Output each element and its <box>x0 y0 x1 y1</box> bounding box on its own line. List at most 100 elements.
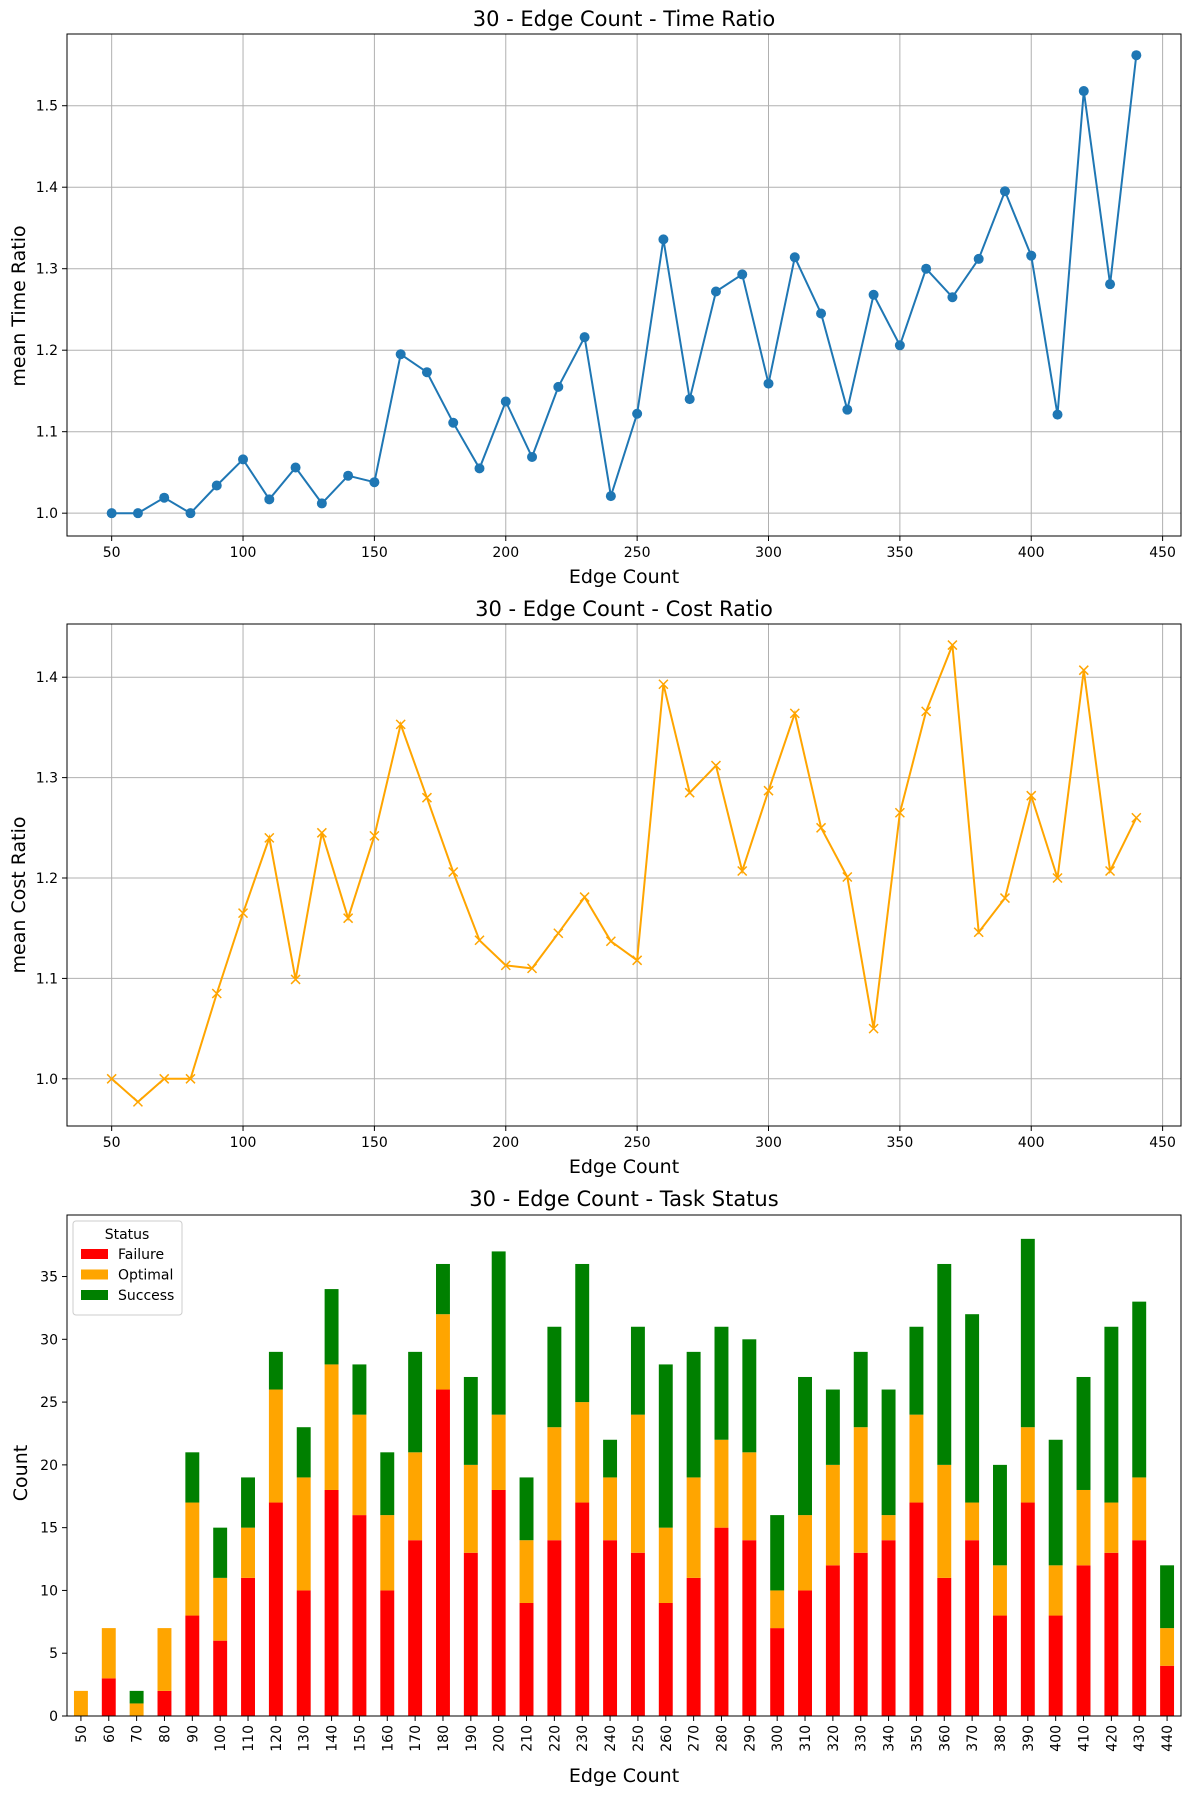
bar-segment-success <box>714 1326 729 1440</box>
data-point <box>185 1073 196 1084</box>
bar-segment-failure <box>742 1540 757 1716</box>
data-point <box>816 822 827 833</box>
x-tick-label: 340 <box>882 1725 898 1752</box>
data-point <box>343 470 354 481</box>
bar-segment-failure <box>101 1678 116 1716</box>
data-point <box>264 494 275 505</box>
bar-segment-optimal <box>575 1402 590 1503</box>
data-point <box>395 349 406 360</box>
bar-segment-success <box>408 1351 423 1453</box>
bar-segment-optimal <box>519 1540 534 1603</box>
x-tick-label: 130 <box>297 1725 313 1752</box>
x-tick-label: 140 <box>325 1725 341 1752</box>
bar-segment-success <box>630 1326 645 1415</box>
bar-segment-failure <box>965 1540 980 1716</box>
x-tick-label: 250 <box>624 1135 651 1151</box>
data-point <box>947 640 958 651</box>
plot-frame <box>66 1214 1182 1717</box>
data-point <box>999 893 1011 904</box>
data-point <box>710 286 721 297</box>
plot-frame <box>66 33 1182 537</box>
bar-segment-optimal <box>742 1452 757 1541</box>
bar-segment-failure <box>213 1640 228 1716</box>
bar-segment-optimal <box>241 1527 255 1578</box>
bar-segment-optimal <box>213 1577 228 1641</box>
bar-segment-optimal <box>658 1527 673 1603</box>
data-point <box>343 913 354 924</box>
x-tick-label: 190 <box>464 1725 480 1752</box>
legend-label: Optimal <box>118 1268 173 1284</box>
chart-title: 30 - Edge Count - Time Ratio <box>473 7 775 31</box>
bar-segment-failure <box>491 1489 506 1716</box>
cost-ratio-chart: 30 - Edge Count - Cost Ratio Edge Count … <box>8 597 1182 1178</box>
data-point <box>947 292 958 303</box>
x-tick-label: 60 <box>102 1725 118 1743</box>
data-point <box>1131 50 1142 61</box>
data-point <box>789 252 800 263</box>
x-tick-label: 300 <box>755 545 782 561</box>
bar-segment-success <box>937 1263 952 1465</box>
x-tick-label: 430 <box>1132 1725 1148 1752</box>
bar-segment-success <box>1048 1439 1063 1566</box>
data-point <box>579 332 590 343</box>
bar-segment-failure <box>658 1602 673 1716</box>
y-tick-label: 1.2 <box>36 343 58 359</box>
bar-segment-optimal <box>296 1477 311 1591</box>
x-axis-label: Edge Count <box>569 1765 679 1787</box>
bar-segment-optimal <box>686 1477 701 1578</box>
bar-segment-success <box>213 1527 228 1578</box>
bar-segment-optimal <box>268 1389 283 1503</box>
data-point <box>632 955 643 966</box>
data-point <box>185 508 196 519</box>
bar-segment-failure <box>770 1628 785 1716</box>
data-point <box>921 263 932 274</box>
x-tick-label: 70 <box>130 1725 146 1743</box>
bar-segment-optimal <box>1076 1489 1091 1566</box>
bar-segment-optimal <box>1020 1427 1035 1503</box>
bar-segment-optimal <box>101 1628 116 1679</box>
y-axis-label: Count <box>10 1445 32 1501</box>
data-point <box>1052 872 1063 884</box>
x-tick-label: 210 <box>520 1725 536 1752</box>
y-tick-label: 1.1 <box>36 425 58 441</box>
data-point <box>132 508 143 519</box>
data-point <box>579 892 590 903</box>
bar-segment-optimal <box>909 1414 924 1503</box>
x-tick-label: 120 <box>269 1725 285 1752</box>
bar-segment-failure <box>881 1540 896 1716</box>
bar-segment-success <box>993 1464 1007 1566</box>
task-status-chart: 30 - Edge Count - Task Status Edge Count… <box>10 1187 1182 1787</box>
bar-segment-failure <box>909 1502 924 1716</box>
bar-segment-optimal <box>798 1515 812 1591</box>
x-tick-label: 310 <box>798 1725 814 1752</box>
x-tick-label: 450 <box>1149 545 1176 561</box>
data-point <box>290 974 301 985</box>
y-tick-label: 1.4 <box>36 670 58 686</box>
bar-segment-success <box>436 1263 450 1315</box>
bar-segment-failure <box>1076 1565 1091 1716</box>
y-tick-label: 35 <box>40 1270 58 1286</box>
y-tick-label: 1.3 <box>36 262 58 278</box>
data-point <box>211 988 222 999</box>
x-tick-label: 350 <box>887 1135 914 1151</box>
data-point <box>159 1073 170 1084</box>
data-point <box>159 492 170 503</box>
y-tick-label: 1.4 <box>36 180 58 196</box>
x-tick-label: 390 <box>1021 1725 1037 1752</box>
data-point <box>211 480 222 491</box>
data-point <box>894 340 905 351</box>
bar-segment-optimal <box>1048 1565 1063 1616</box>
data-point <box>1052 409 1063 420</box>
bar-segment-failure <box>519 1602 534 1716</box>
x-tick-label: 300 <box>755 1135 782 1151</box>
bar-segment-failure <box>352 1515 367 1716</box>
bar-segment-optimal <box>408 1452 423 1541</box>
y-axis-label: mean Time Ratio <box>8 225 30 386</box>
data-point <box>474 463 485 474</box>
bar-segment-failure <box>268 1502 283 1716</box>
bar-segment-failure <box>993 1615 1007 1716</box>
bar-segment-failure <box>1104 1552 1119 1716</box>
bar-segment-success <box>296 1427 311 1478</box>
data-point <box>816 308 827 319</box>
